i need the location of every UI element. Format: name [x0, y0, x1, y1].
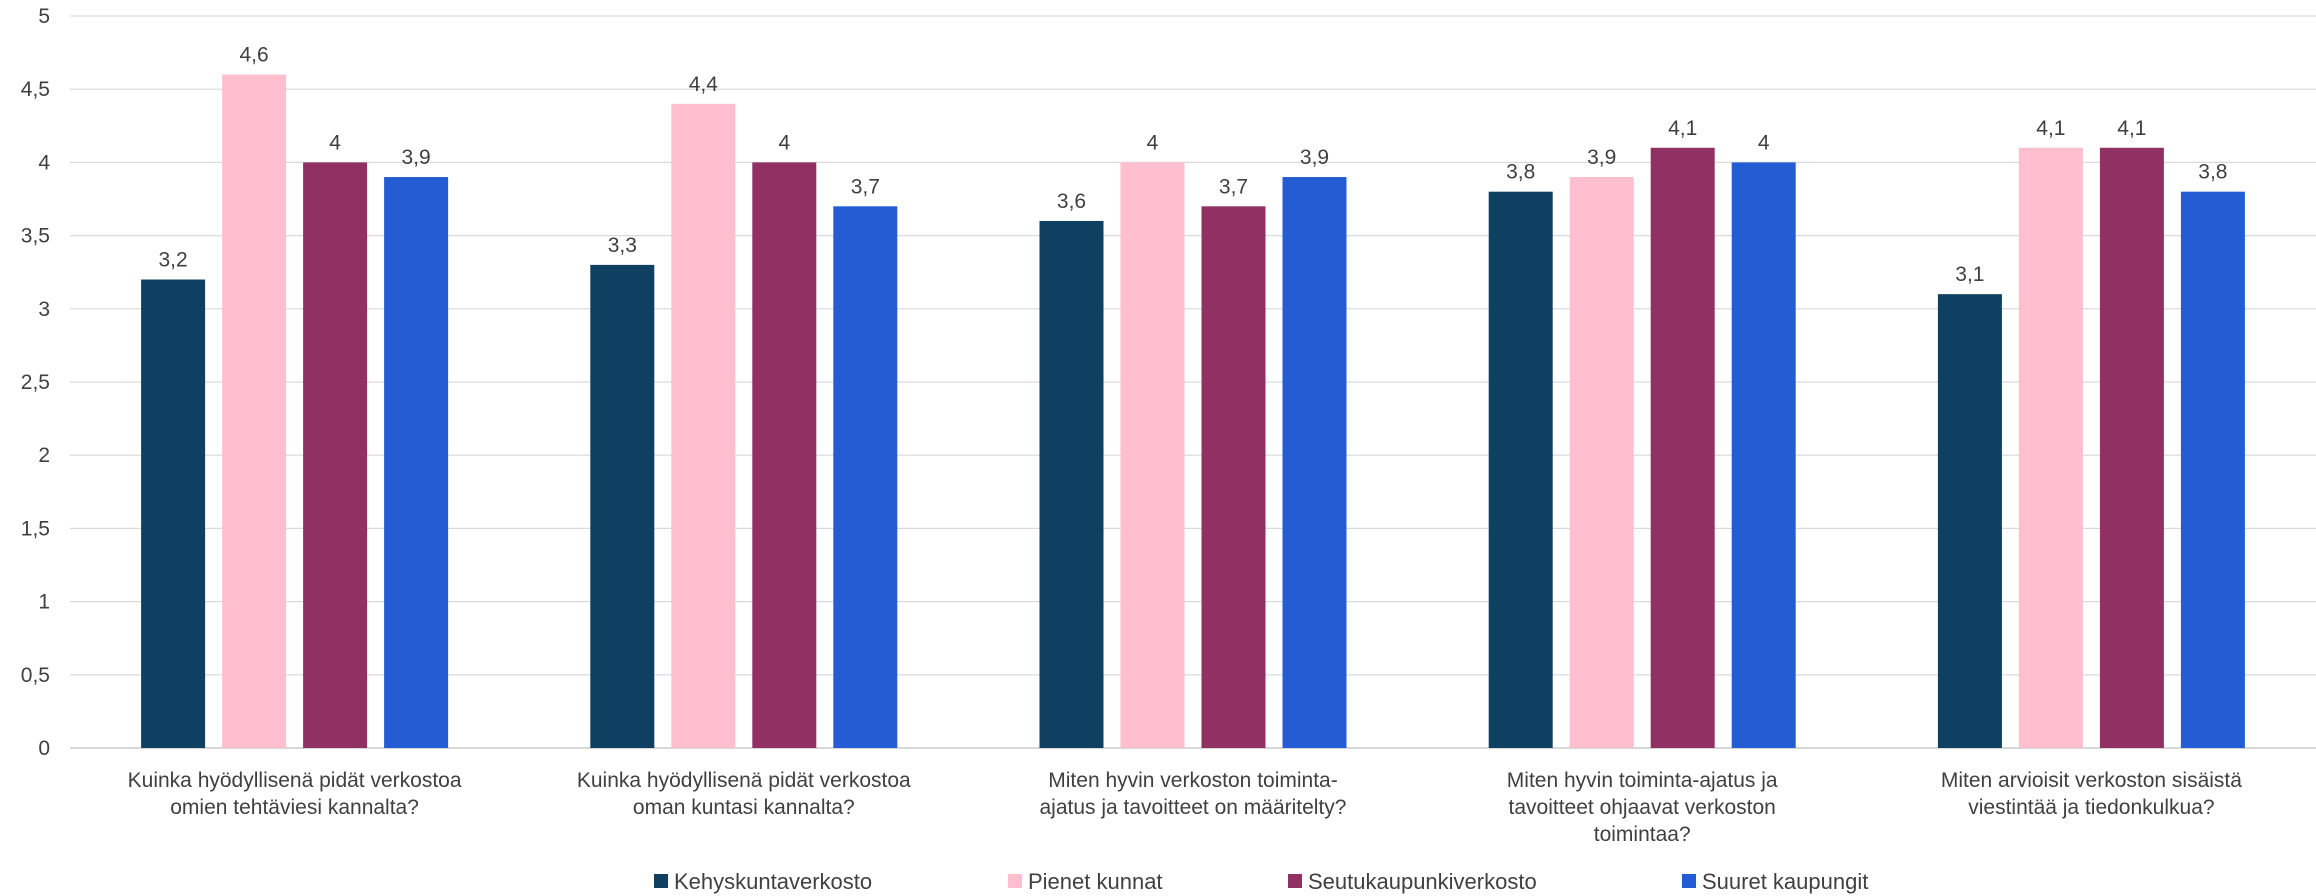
data-label: 3,6	[1057, 190, 1086, 213]
x-category-label: Miten arvioisit verkoston sisäistä	[1941, 769, 2242, 792]
data-label: 4	[329, 131, 341, 154]
y-tick-label: 2,5	[21, 371, 50, 394]
y-tick-label: 1	[38, 591, 50, 614]
x-category-label: toimintaa?	[1594, 823, 1691, 846]
data-label: 4,1	[2117, 117, 2146, 140]
y-tick-label: 3	[38, 298, 50, 321]
bar	[1282, 177, 1347, 749]
bar	[384, 177, 449, 749]
y-tick-label: 4	[38, 151, 50, 174]
data-label: 3,9	[1300, 146, 1329, 169]
bars	[141, 74, 2245, 749]
bar	[1201, 206, 1266, 748]
y-tick-label: 0,5	[21, 664, 50, 687]
bar	[222, 74, 287, 748]
legend-label: Seutukaupunkiverkosto	[1308, 869, 1537, 894]
x-category-label: Kuinka hyödyllisenä pidät verkostoa	[577, 769, 911, 792]
x-category-label: omien tehtäviesi kannalta?	[170, 796, 419, 819]
bar	[1488, 191, 1553, 748]
bar	[1731, 162, 1796, 748]
y-axis: 0 0,5 1 1,5 2 2,5 3 3,5 4 4,5 5	[21, 5, 51, 760]
legend-swatch	[1288, 874, 1302, 888]
data-label: 4	[1147, 131, 1159, 154]
data-label: 3,7	[1219, 175, 1248, 198]
data-label: 3,2	[158, 249, 187, 272]
x-axis: Kuinka hyödyllisenä pidät verkostoa omien…	[128, 769, 2243, 846]
data-label: 4,6	[239, 44, 268, 67]
x-category-label: Kuinka hyödyllisenä pidät verkostoa	[128, 769, 462, 792]
bar	[303, 162, 368, 748]
y-tick-label: 0	[38, 737, 50, 760]
legend-swatch	[1682, 874, 1696, 888]
y-tick-label: 5	[38, 5, 50, 28]
bar	[1650, 147, 1715, 748]
y-tick-label: 4,5	[21, 78, 50, 101]
data-label: 3,3	[608, 234, 637, 257]
bar	[2099, 147, 2164, 748]
data-labels: 3,2 4,6 4 3,9 3,3 4,4 4 3,7 3,6 4 3,7 3,9 3,8 3,9 4,1 4…	[158, 44, 2227, 287]
x-category-label: Miten hyvin toiminta-ajatus ja	[1507, 769, 1778, 792]
bar	[590, 264, 655, 748]
bar	[1039, 220, 1104, 748]
data-label: 3,7	[851, 175, 880, 198]
data-label: 3,8	[1506, 161, 1535, 184]
bar	[833, 206, 898, 748]
bar	[2180, 191, 2245, 748]
data-label: 4,1	[1668, 117, 1697, 140]
x-category-label: oman kuntasi kannalta?	[633, 796, 855, 819]
data-label: 3,9	[401, 146, 430, 169]
legend-swatch	[1008, 874, 1022, 888]
x-category-label: tavoitteet ohjaavat verkoston	[1509, 796, 1776, 819]
y-tick-label: 3,5	[21, 225, 50, 248]
bar	[141, 279, 206, 748]
bar	[1937, 294, 2002, 748]
data-label: 3,9	[1587, 146, 1616, 169]
legend-label: Kehyskuntaverkosto	[674, 869, 872, 894]
legend-swatch	[654, 874, 668, 888]
data-label: 4	[778, 131, 790, 154]
bar	[1120, 162, 1185, 748]
legend-label: Suuret kaupungit	[1702, 869, 1868, 894]
x-category-label: ajatus ja tavoitteet on määritelty?	[1039, 796, 1346, 819]
bar	[2018, 147, 2083, 748]
y-tick-label: 1,5	[21, 517, 50, 540]
data-label: 4	[1758, 131, 1770, 154]
legend: Kehyskuntaverkosto Pienet kunnat Seutukaup…	[654, 869, 1868, 894]
y-tick-label: 2	[38, 444, 50, 467]
bar	[752, 162, 817, 748]
legend-label: Pienet kunnat	[1028, 869, 1163, 894]
bar	[1569, 177, 1634, 749]
x-category-label: viestintää ja tiedonkulkua?	[1968, 796, 2214, 819]
data-label: 3,8	[2198, 161, 2227, 184]
bar	[671, 103, 736, 749]
data-label: 4,1	[2036, 117, 2065, 140]
data-label: 4,4	[689, 73, 719, 96]
data-label: 3,1	[1955, 263, 1984, 286]
x-category-label: Miten hyvin verkoston toiminta-	[1048, 769, 1337, 792]
